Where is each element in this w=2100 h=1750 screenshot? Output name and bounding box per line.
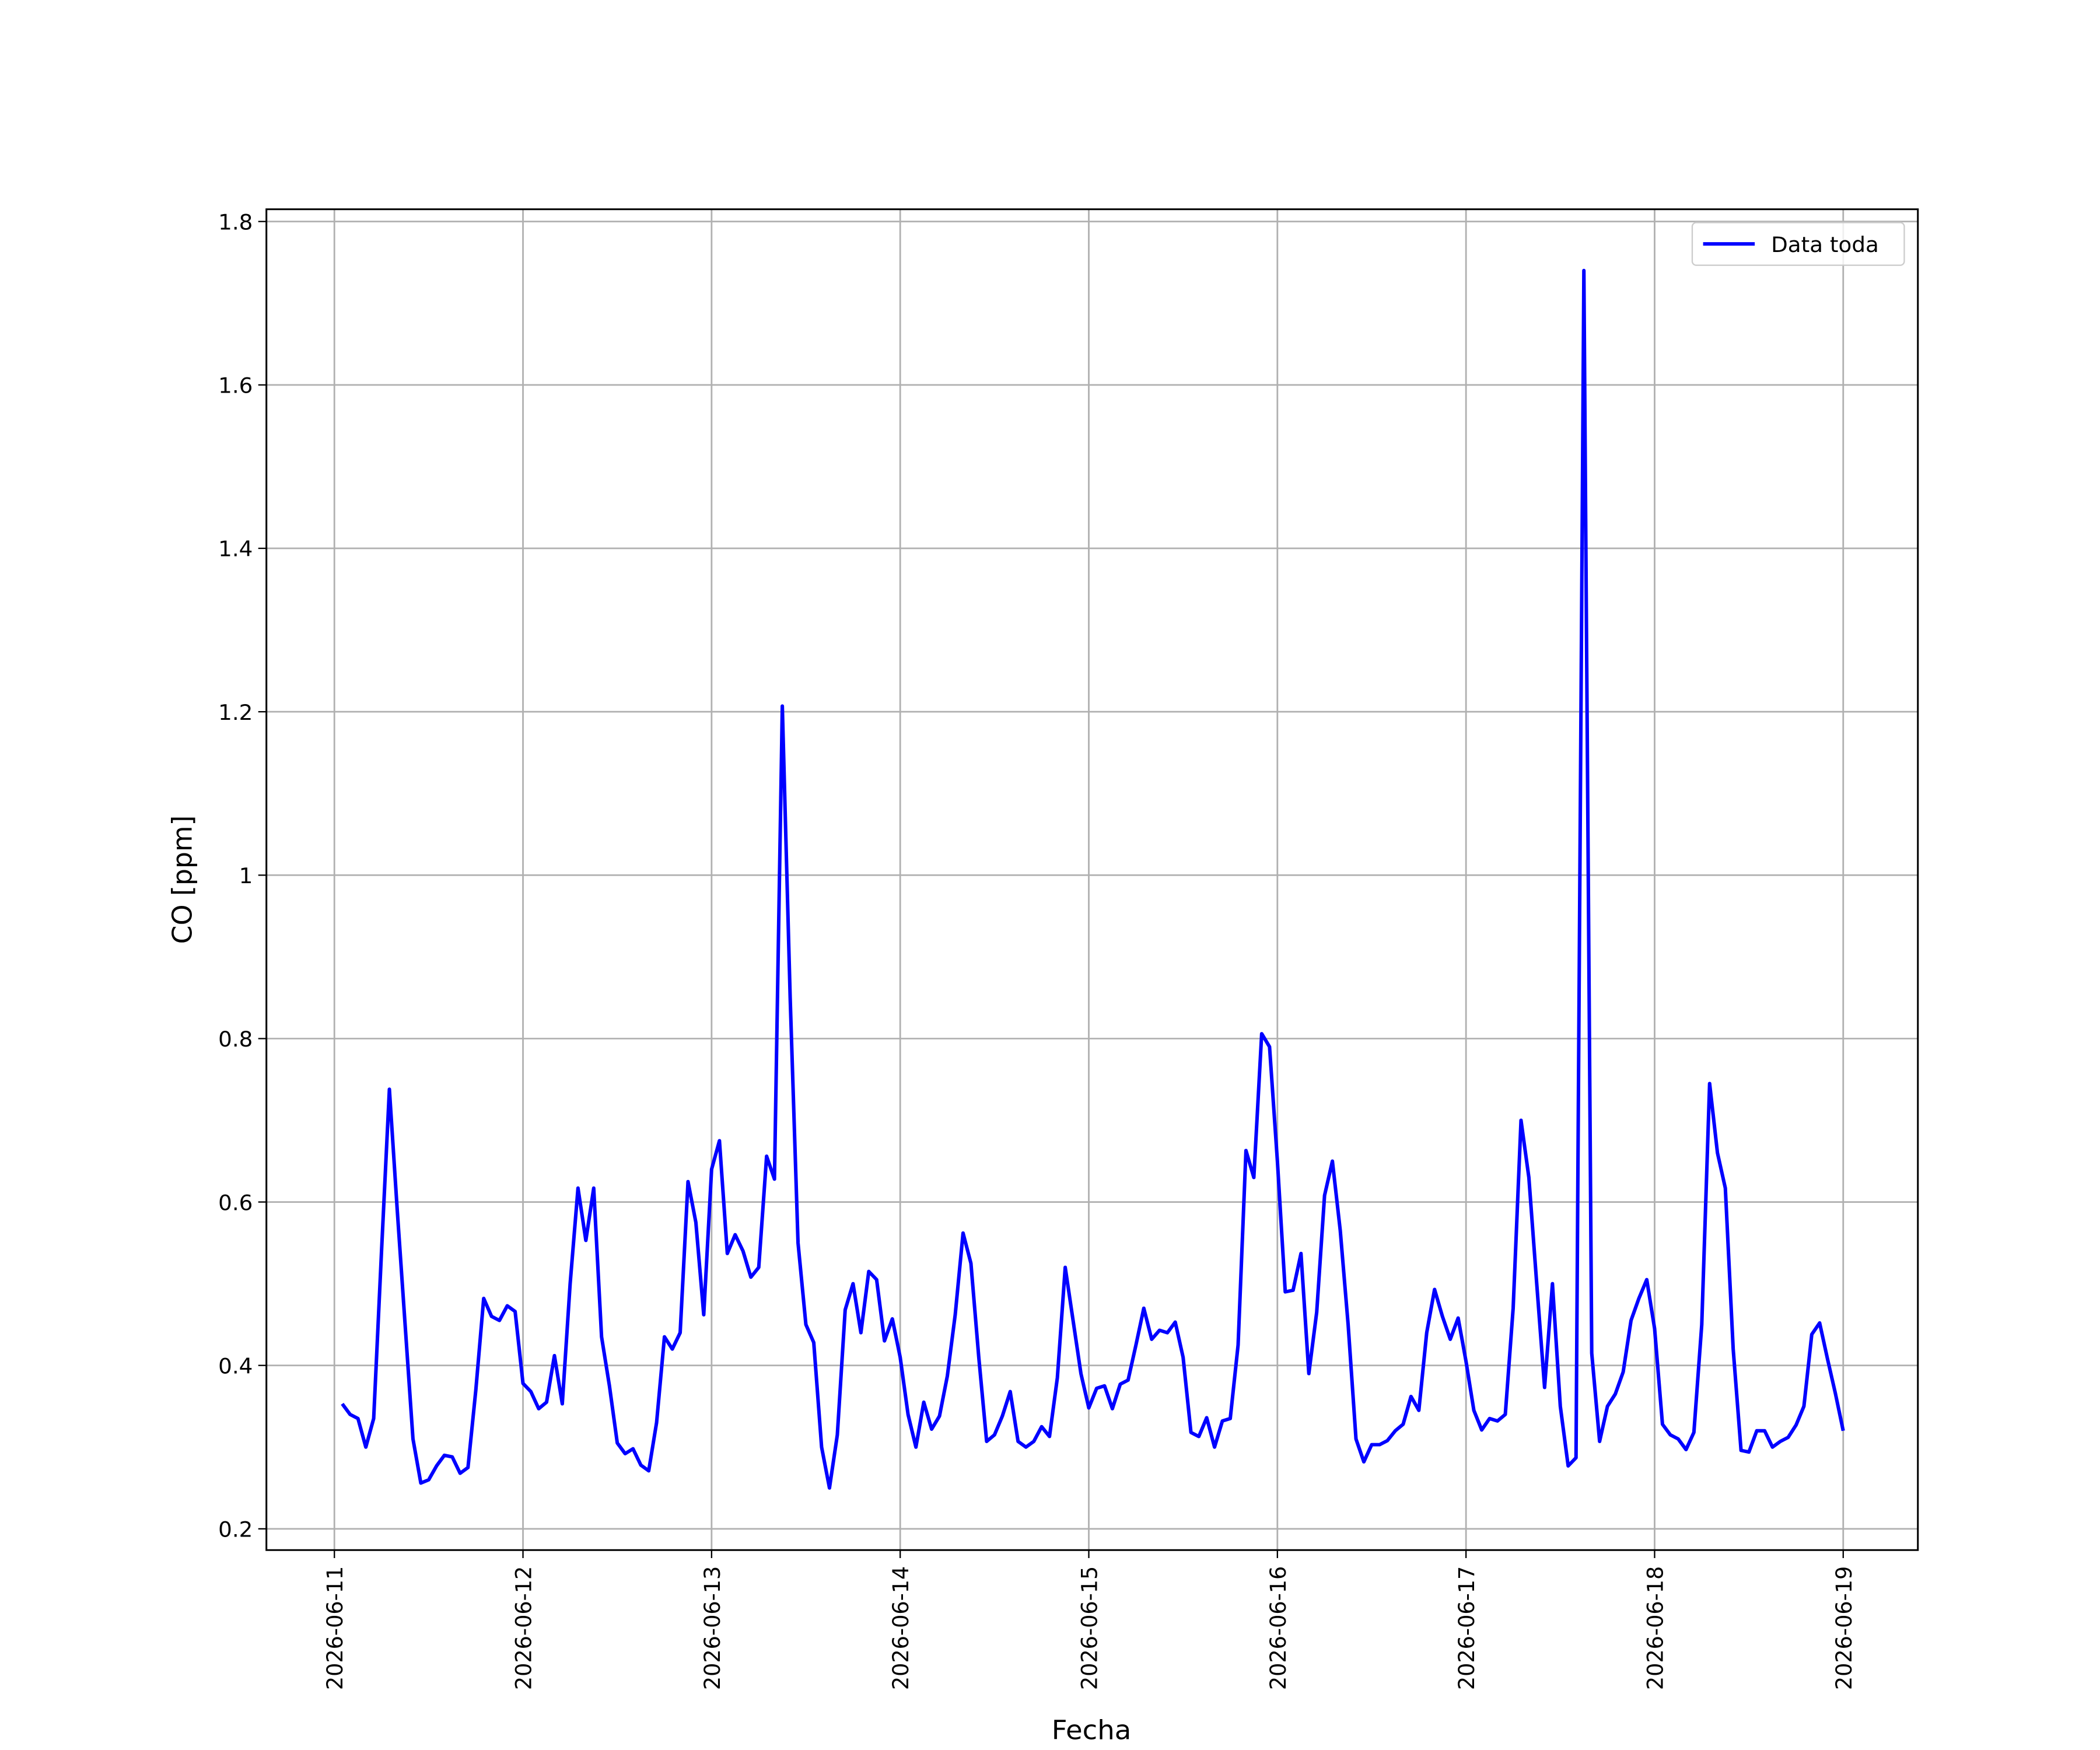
- legend-box: [1691, 222, 1905, 266]
- y-tick-label: 1.6: [218, 373, 253, 398]
- x-tick-label: 2026-06-15: [1077, 1566, 1102, 1690]
- y-tick-label: 1: [239, 863, 253, 888]
- y-tick-label: 0.4: [218, 1354, 253, 1379]
- plot-frame: [265, 208, 1919, 1551]
- y-tick-label: 0.8: [218, 1027, 253, 1052]
- x-tick-label: 2026-06-19: [1831, 1566, 1856, 1690]
- y-tick-label: 1.4: [218, 537, 253, 562]
- data-line: [341, 268, 1845, 1490]
- x-tick-label: 2026-06-18: [1643, 1566, 1668, 1690]
- y-tick-label: 0.2: [218, 1517, 253, 1542]
- y-axis-label: CO [ppm]: [166, 816, 198, 944]
- x-tick-label: 2026-06-11: [323, 1566, 348, 1690]
- x-axis-label: Fecha: [1052, 1714, 1132, 1745]
- y-tick-label: 1.2: [218, 700, 253, 725]
- legend: Data toda: [1691, 222, 1905, 266]
- y-tick-label: 0.6: [218, 1191, 253, 1216]
- x-tick-label: 2026-06-16: [1265, 1566, 1290, 1690]
- legend-label: Data toda: [1771, 232, 1879, 257]
- x-tick-label: 2026-06-13: [700, 1566, 725, 1690]
- x-tick-label: 2026-06-12: [511, 1566, 536, 1690]
- y-tick-label: 1.8: [218, 210, 253, 235]
- x-tick-label: 2026-06-17: [1454, 1566, 1479, 1690]
- x-tick-label: 2026-06-14: [888, 1566, 914, 1690]
